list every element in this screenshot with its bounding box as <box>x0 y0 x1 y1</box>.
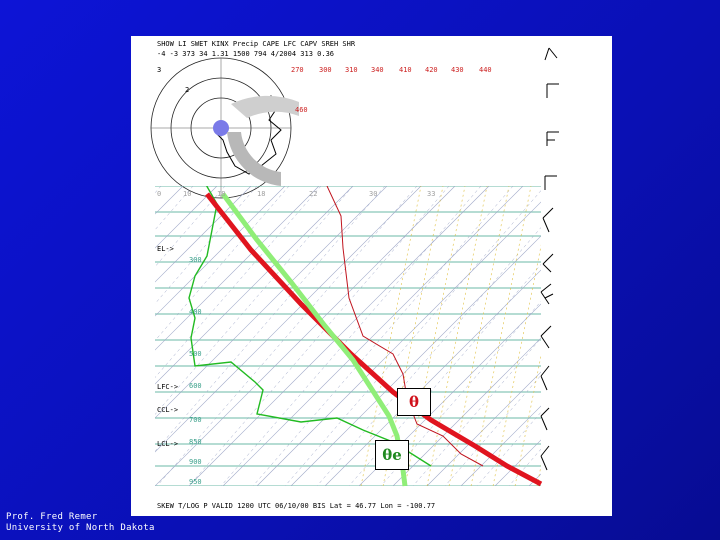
sounding-dewpoint <box>188 186 432 467</box>
isotherm-line <box>155 186 388 419</box>
sounding-temperature <box>326 186 484 467</box>
svg-text:3: 3 <box>157 66 161 74</box>
wind-barbs <box>540 47 559 471</box>
dry-adiabat-line <box>155 186 258 305</box>
pressure-label: 950 <box>189 478 202 486</box>
isotherm-line <box>256 201 541 486</box>
skew-t-plot: SHOW LI SWET KINX Precip CAPE LFC CAPV S… <box>150 40 612 510</box>
theta-labels: 270 300 310 340 410 420 430 440 460 <box>291 66 492 114</box>
dry-adiabat-line <box>156 186 418 486</box>
isotherm-line <box>155 186 422 453</box>
credit-line-2: University of North Dakota <box>6 523 155 533</box>
isotherm-line <box>563 186 612 486</box>
header-row-2: -4 -3 373 34 1.31 1500 794 4/2004 313 0.… <box>157 50 334 58</box>
dry-adiabat-line <box>252 186 514 486</box>
mixing-ratio-line <box>404 186 466 486</box>
theta-value-label: 430 <box>451 66 464 74</box>
isotherm-lines <box>155 186 612 486</box>
dry-adiabat-line <box>155 186 290 341</box>
isobar-lines <box>155 186 541 486</box>
storm-motion-marker <box>213 120 229 136</box>
header-row-1: SHOW LI SWET KINX Precip CAPE LFC CAPV S… <box>157 40 356 48</box>
dry-adiabat-line <box>412 337 541 486</box>
el-label: EL-> <box>157 245 174 253</box>
dry-adiabat-line <box>380 301 541 486</box>
temperature-label: 10 <box>183 190 191 198</box>
footer-text: SKEW T/LOG P VALID 1200 UTC 06/10/00 BIS… <box>157 502 435 510</box>
isotherm-line <box>460 405 541 486</box>
theta-value-label: 440 <box>479 66 492 74</box>
dry-adiabat-line <box>316 227 541 486</box>
pressure-labels: 300 400 500 600 700 850 900 950 <box>189 256 202 486</box>
mixing-ratio-line <box>382 186 444 486</box>
mixing-ratio-line <box>470 186 532 486</box>
temperature-label: 33 <box>427 190 435 198</box>
theta-value-label: 340 <box>371 66 384 74</box>
isotherm-line <box>155 186 218 249</box>
pressure-label: 900 <box>189 458 202 466</box>
dry-adiabat-line <box>155 186 386 452</box>
theta-value-label: 420 <box>425 66 438 74</box>
temperature-label: 18 <box>257 190 265 198</box>
pressure-label: 850 <box>189 438 202 446</box>
skew-t-diagram: SHOW LI SWET KINX Precip CAPE LFC CAPV S… <box>131 36 612 516</box>
isotherm-line <box>222 186 524 486</box>
dry-adiabat-line <box>155 186 226 268</box>
isotherm-line <box>188 186 490 486</box>
theta-value-label: 270 <box>291 66 304 74</box>
ccl-label: CCL-> <box>157 406 178 414</box>
dry-adiabat-line <box>476 411 541 486</box>
isotherm-line <box>155 186 320 351</box>
isotherm-line <box>155 186 456 486</box>
isotherm-line <box>155 186 252 283</box>
mixing-ratio-line <box>492 244 541 486</box>
mixing-ratio-line <box>514 354 541 486</box>
dry-adiabat-line <box>444 374 541 486</box>
lcl-label: LCL-> <box>157 440 178 448</box>
lfc-label: LFC-> <box>157 383 178 391</box>
credit-line-1: Prof. Fred Remer <box>6 512 98 522</box>
temperature-label: 30 <box>369 190 377 198</box>
mixing-ratio-line <box>559 186 612 486</box>
credit: Prof. Fred Remer University of North Dak… <box>6 512 155 534</box>
temperature-label: 22 <box>309 190 317 198</box>
mixing-ratio-line <box>426 186 488 486</box>
isotherm-line <box>392 337 541 486</box>
pressure-label: 300 <box>189 256 202 264</box>
theta-value-label: 300 <box>319 66 332 74</box>
theta-line <box>205 192 543 487</box>
theta-label-box: θ <box>397 388 431 416</box>
dry-adiabat-line <box>155 186 354 415</box>
pressure-label: 400 <box>189 308 202 316</box>
isotherm-line <box>597 186 612 486</box>
pressure-label: 500 <box>189 350 202 358</box>
temperature-labels: 0 10 18 18 22 30 33 <box>157 190 435 198</box>
theta-value-label: 460 <box>295 106 308 114</box>
mixing-ratio-line <box>536 464 541 486</box>
dry-adiabat-line <box>188 186 450 486</box>
theta-value-label: 410 <box>399 66 412 74</box>
theta-value-label: 310 <box>345 66 358 74</box>
isotherm-line <box>494 439 541 486</box>
svg-text:2: 2 <box>185 86 189 94</box>
isotherm-line <box>155 186 354 385</box>
pressure-label: 700 <box>189 416 202 424</box>
isotherm-line <box>358 303 541 486</box>
temperature-label: 18 <box>217 190 225 198</box>
dry-adiabat-line <box>348 264 541 486</box>
hodograph: 2 3 <box>150 57 299 199</box>
plot-area <box>155 186 612 486</box>
isotherm-line <box>324 269 541 486</box>
dry-adiabat-line <box>220 186 482 486</box>
dry-adiabat-line <box>284 190 541 486</box>
dry-adiabat-line <box>508 448 541 486</box>
pressure-label: 600 <box>189 382 202 390</box>
isotherm-line <box>155 186 286 317</box>
isotherm-line <box>290 235 541 486</box>
theta-e-label-box: θe <box>375 440 409 470</box>
temperature-label: 0 <box>157 190 161 198</box>
mixing-ratio-line <box>360 186 422 486</box>
isotherm-line <box>426 371 541 486</box>
